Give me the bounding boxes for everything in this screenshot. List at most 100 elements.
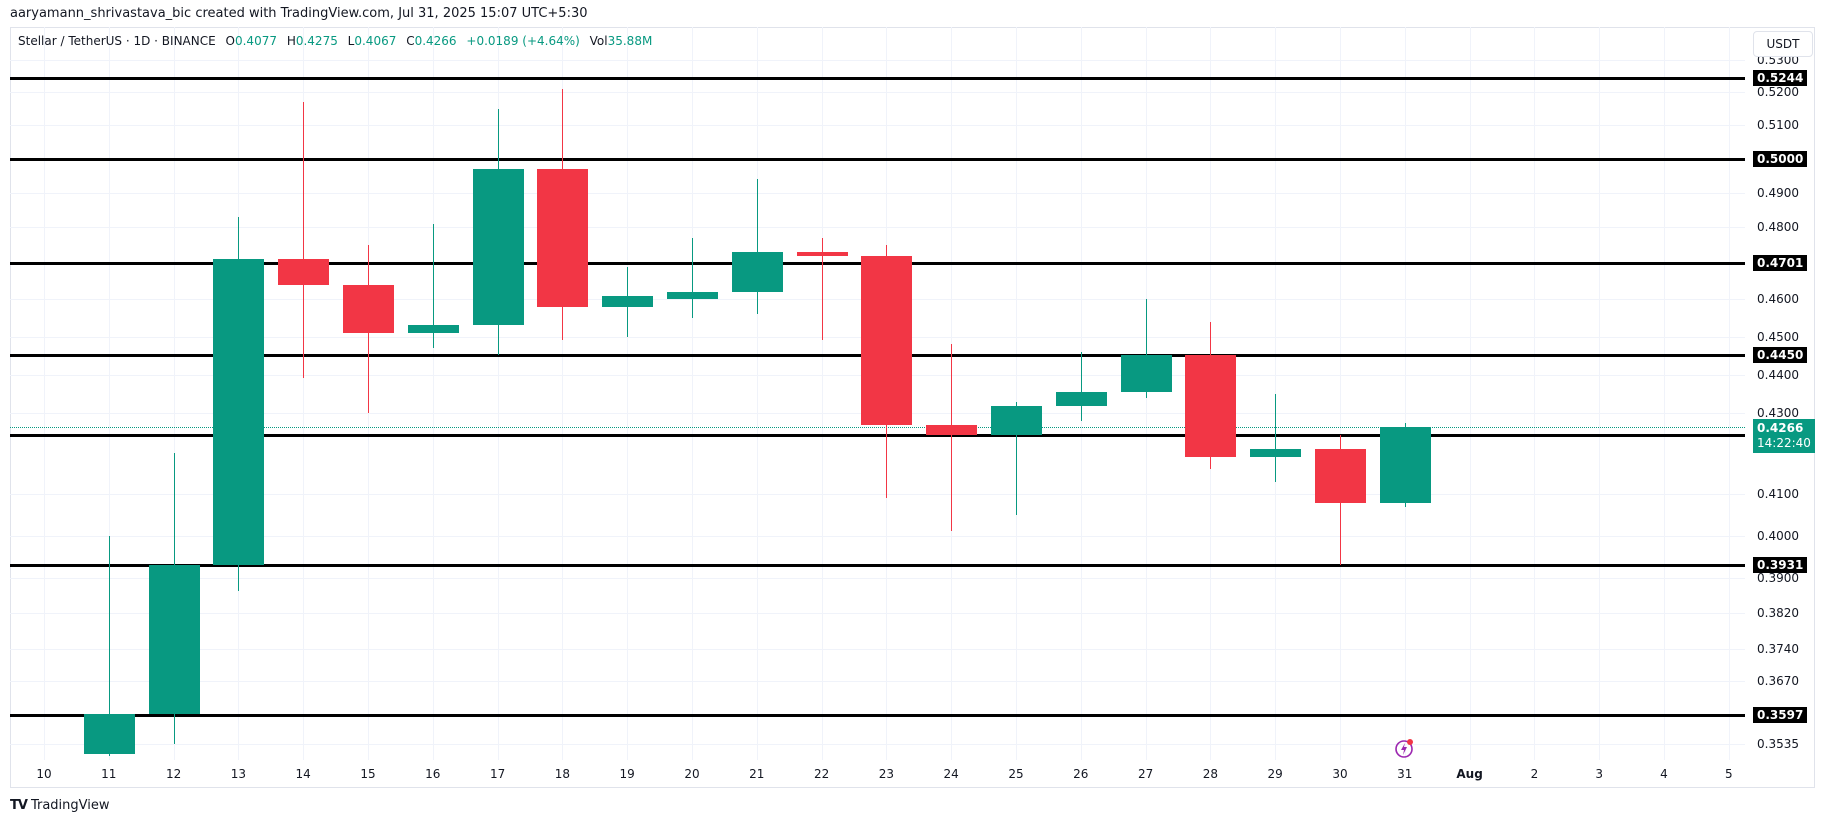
price-tick-label: 0.4500 xyxy=(1757,329,1799,344)
time-tick-label: 5 xyxy=(1724,767,1733,781)
horizontal-gridline xyxy=(10,535,1745,537)
vertical-gridline xyxy=(108,27,110,760)
horizontal-gridline xyxy=(10,613,1745,615)
time-tick-label: Aug xyxy=(1456,767,1483,781)
vertical-gridline xyxy=(756,27,758,760)
candle-body-up[interactable] xyxy=(1055,391,1107,406)
time-tick-label: 24 xyxy=(943,767,959,781)
current-price-value: 0.4266 xyxy=(1757,420,1804,435)
candle-body-up[interactable] xyxy=(667,292,718,300)
level-price-label: 0.3931 xyxy=(1753,556,1808,573)
lightning-event-icon[interactable] xyxy=(1394,737,1416,759)
candle-body-up[interactable] xyxy=(991,405,1042,436)
current-price-line xyxy=(10,426,1745,428)
time-tick-label: 4 xyxy=(1660,767,1668,781)
time-axis[interactable]: 10 11 12 13 14 15 16 17 18 19 20 21 22 23 24 25 26 27 28 29… xyxy=(10,760,1745,788)
time-tick-label: 29 xyxy=(1267,767,1283,781)
time-tick-label: 23 xyxy=(878,767,895,781)
horizontal-level-line[interactable] xyxy=(10,434,1745,438)
vertical-gridline xyxy=(1404,27,1406,760)
horizontal-gridline xyxy=(10,744,1745,746)
time-tick-label: 3 xyxy=(1595,767,1604,781)
candle-body-down[interactable] xyxy=(1185,355,1237,458)
price-axis[interactable]: 0.5300 0.5200 0.5100 0.4900 0.4800 0.4600 0.45… xyxy=(1745,27,1815,760)
candle-body-up[interactable] xyxy=(602,295,654,307)
candle-body-up[interactable] xyxy=(213,259,265,565)
vertical-gridline xyxy=(44,27,45,760)
candle-wick xyxy=(1146,299,1147,398)
price-tick-label: 0.4100 xyxy=(1757,486,1799,501)
vertical-gridline xyxy=(692,27,693,760)
horizontal-gridline xyxy=(10,493,1745,495)
candle-body-up[interactable] xyxy=(83,713,135,754)
candle-body-down[interactable] xyxy=(926,425,978,436)
vertical-gridline xyxy=(1534,27,1536,760)
currency-button[interactable]: USDT xyxy=(1753,31,1813,57)
open-label: O xyxy=(225,34,235,48)
high-value: 0.4275 xyxy=(295,34,338,48)
open-value: 0.4077 xyxy=(234,34,277,48)
horizontal-level-line[interactable] xyxy=(10,563,1745,567)
candle-body-down[interactable] xyxy=(278,259,330,285)
candle-wick xyxy=(1275,393,1276,482)
level-price-label: 0.5000 xyxy=(1753,150,1808,167)
close-value: 0.4266 xyxy=(414,34,457,48)
price-tick-label: 0.3740 xyxy=(1757,642,1799,657)
time-tick-label: 11 xyxy=(101,767,117,781)
symbol-title[interactable]: Stellar / TetherUS · 1D · BINANCE xyxy=(18,34,216,48)
candle-body-up[interactable] xyxy=(1379,426,1431,504)
low-value: 0.4067 xyxy=(354,34,397,48)
high-label: H xyxy=(286,34,296,48)
vertical-gridline xyxy=(1664,27,1665,760)
tradingview-logo[interactable]: 𝗧𝗩 TradingView xyxy=(10,798,109,813)
candle-body-up[interactable] xyxy=(731,252,783,293)
candle-body-down[interactable] xyxy=(861,255,913,426)
chart-plot-area[interactable] xyxy=(10,27,1745,760)
time-tick-label: 16 xyxy=(425,767,441,781)
level-price-label: 0.4450 xyxy=(1753,347,1808,364)
candle-wick xyxy=(303,102,304,379)
horizontal-level-line[interactable] xyxy=(10,714,1745,717)
horizontal-gridline xyxy=(10,578,1745,580)
candle-body-up[interactable] xyxy=(148,564,200,714)
time-tick-label: 20 xyxy=(684,767,700,781)
candle-body-up[interactable] xyxy=(472,168,524,326)
level-price-label: 0.4701 xyxy=(1753,254,1808,271)
price-tick-label: 0.4300 xyxy=(1757,406,1799,421)
price-tick-label: 0.3820 xyxy=(1757,606,1799,621)
bar-countdown: 14:22:40 xyxy=(1757,435,1811,450)
price-tick-label: 0.5200 xyxy=(1757,85,1799,100)
price-tick-label: 0.4400 xyxy=(1757,367,1799,382)
price-tick-label: 0.3535 xyxy=(1757,737,1799,752)
time-tick-label: 31 xyxy=(1397,767,1413,781)
chart-frame xyxy=(10,27,1815,788)
level-price-label: 0.3597 xyxy=(1753,707,1808,723)
time-tick-label: 30 xyxy=(1332,767,1348,781)
candle-body-down[interactable] xyxy=(796,252,848,256)
vertical-gridline xyxy=(1469,27,1471,760)
time-tick-label: 15 xyxy=(360,767,376,781)
candle-body-down[interactable] xyxy=(537,168,589,307)
vertical-gridline xyxy=(1340,27,1341,760)
time-tick-label: 2 xyxy=(1530,767,1539,781)
candle-wick xyxy=(757,178,758,315)
time-tick-label: 22 xyxy=(813,767,830,781)
close-label: C xyxy=(406,34,415,48)
vertical-gridline xyxy=(432,27,434,760)
change-value: +0.0189 (+4.64%) xyxy=(466,34,580,48)
candle-body-up[interactable] xyxy=(1250,449,1302,458)
candle-body-up[interactable] xyxy=(1120,355,1172,392)
time-tick-label: 14 xyxy=(295,767,311,781)
horizontal-level-line[interactable] xyxy=(10,77,1745,80)
candle-body-up[interactable] xyxy=(407,325,459,333)
tradingview-logo-text: TradingView xyxy=(30,798,110,813)
price-tick-label: 0.4800 xyxy=(1757,220,1799,235)
horizontal-gridline xyxy=(10,227,1745,229)
candle-body-down[interactable] xyxy=(343,284,394,333)
vertical-gridline xyxy=(821,27,823,760)
time-tick-label: 26 xyxy=(1073,767,1089,781)
horizontal-level-line[interactable] xyxy=(10,157,1745,161)
candle-wick xyxy=(1081,351,1082,422)
candle-body-down[interactable] xyxy=(1315,449,1366,504)
vertical-gridline xyxy=(497,27,499,760)
